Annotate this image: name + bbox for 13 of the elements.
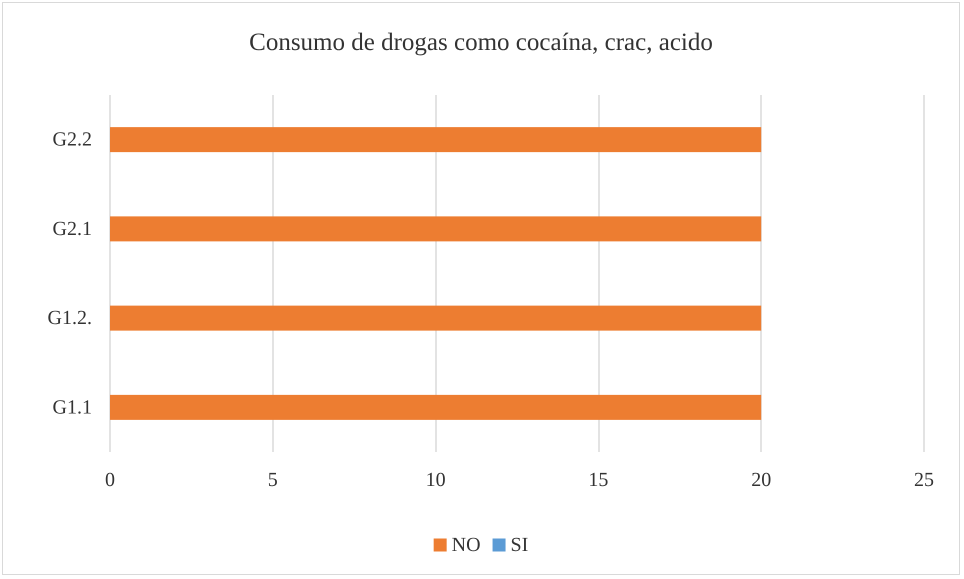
y-tick-label: G1.2. xyxy=(48,307,92,330)
y-tick-label: G1.1 xyxy=(52,396,92,418)
x-tick-label: 15 xyxy=(588,469,608,491)
x-tick-label: 25 xyxy=(914,469,934,491)
x-tick-label: 5 xyxy=(268,469,278,491)
x-tick-label: 0 xyxy=(105,469,115,491)
x-tick-label: 10 xyxy=(426,469,446,491)
chart-title: Consumo de drogas como cocaína, crac, acido xyxy=(249,29,713,56)
y-tick-label: G2.1 xyxy=(52,218,92,240)
x-tick-label: 20 xyxy=(751,469,772,491)
legend-label: NO xyxy=(452,534,481,556)
legend-label: SI xyxy=(510,534,528,556)
y-tick-label: G2.2 xyxy=(52,128,92,151)
